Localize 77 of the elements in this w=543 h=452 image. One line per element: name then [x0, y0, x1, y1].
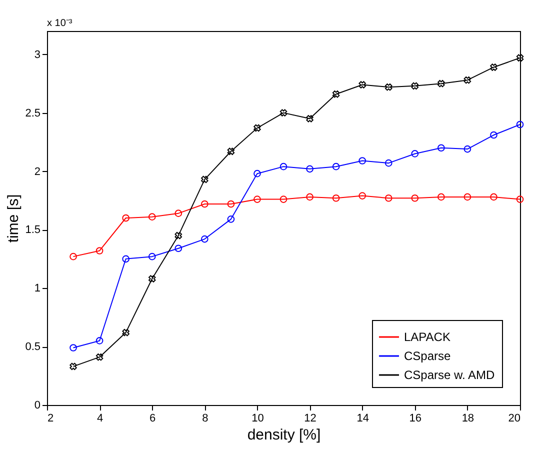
point [358, 81, 366, 88]
point [490, 64, 498, 71]
point [96, 353, 104, 361]
y-tick-label: 3 [34, 48, 40, 61]
point [201, 235, 208, 243]
x-axis-title: density [%] [247, 426, 321, 444]
point [464, 76, 472, 84]
point [358, 192, 366, 200]
x-tick-label: 14 [356, 412, 369, 424]
point [227, 216, 235, 223]
point [148, 213, 156, 220]
point [464, 193, 472, 201]
point [384, 159, 392, 167]
point [516, 120, 524, 128]
x-tick-label: 2 [48, 412, 54, 424]
point [332, 194, 340, 202]
x-tick-label: 4 [96, 412, 104, 424]
y-tick-label: 2.5 [25, 107, 40, 120]
point [174, 244, 182, 252]
point [227, 200, 235, 208]
legend-label: CSparse [404, 349, 452, 363]
point [438, 193, 445, 201]
point [96, 337, 104, 344]
y-tick-label: 0.5 [25, 341, 40, 354]
point [254, 124, 261, 132]
point [254, 196, 261, 203]
point [148, 275, 156, 282]
point [174, 210, 182, 217]
point [122, 255, 130, 263]
point [306, 165, 314, 173]
point [254, 170, 261, 178]
point [227, 148, 235, 156]
point [174, 232, 182, 240]
point [411, 150, 419, 158]
point [280, 196, 288, 203]
point [122, 214, 130, 222]
point [148, 252, 156, 260]
point [438, 144, 445, 152]
point [96, 247, 104, 254]
point [516, 54, 524, 62]
point [306, 193, 314, 201]
x-tick-label: 16 [409, 412, 422, 424]
y-tick-label: 0 [34, 400, 40, 412]
point [70, 344, 77, 352]
point [516, 196, 524, 203]
y-tick-label: 2 [34, 166, 40, 178]
point [358, 157, 366, 164]
point [280, 109, 288, 116]
point [70, 252, 77, 260]
x-tick-label: 8 [202, 412, 208, 424]
x-tick-label: 6 [150, 412, 156, 424]
point [411, 194, 419, 202]
point [411, 82, 419, 90]
point [490, 193, 498, 201]
legend-label: CSparse w. AMD [404, 368, 496, 382]
x-tick-label: 18 [462, 412, 474, 424]
point [490, 131, 498, 139]
point [201, 200, 208, 208]
point [306, 115, 314, 122]
point [464, 145, 472, 153]
x-tick-label: 10 [252, 412, 264, 424]
y-axis-title: time [s] [5, 194, 22, 243]
point [70, 362, 77, 370]
point [122, 328, 130, 336]
x-tick-label: 20 [508, 412, 520, 424]
legend-label: LAPACK [404, 330, 450, 344]
point [201, 176, 208, 184]
point [384, 83, 392, 91]
text: x 10⁻³ [47, 18, 73, 29]
point [332, 162, 340, 170]
point [332, 90, 340, 98]
point [280, 162, 288, 170]
point [438, 80, 445, 88]
x-tick-label: 12 [304, 412, 316, 424]
point [384, 194, 392, 202]
y-tick-label: 1 [34, 282, 40, 295]
y-tick-label: 1.5 [25, 224, 40, 236]
